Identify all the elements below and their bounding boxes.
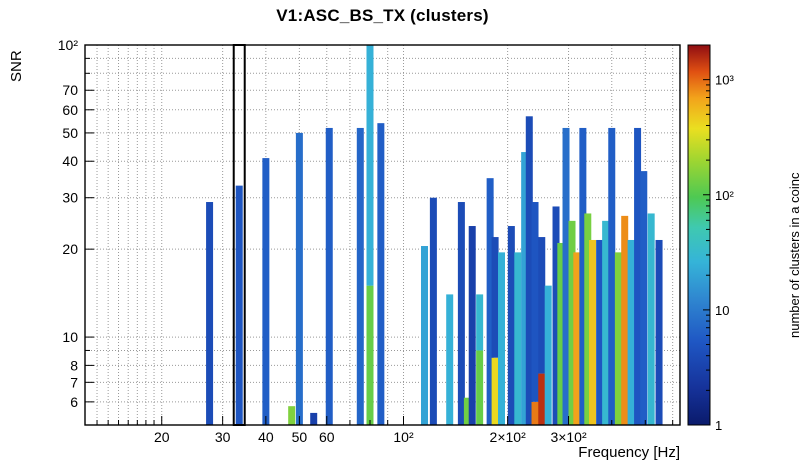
bar-segment: [429, 197, 437, 425]
bar-segment: [377, 123, 385, 425]
bar-segment: [476, 350, 484, 425]
bar-segment: [627, 239, 635, 425]
bar-segment: [206, 202, 214, 425]
y-tick-label: 50: [62, 125, 78, 141]
bar-segment: [621, 215, 629, 425]
bar-segment: [366, 45, 374, 286]
colorbar-frame: [687, 44, 711, 426]
bar-segment: [507, 226, 515, 425]
bar-segment: [235, 185, 243, 425]
y-tick-label: 8: [70, 357, 78, 373]
y-tick-label: 10²: [58, 37, 79, 53]
bar-segment: [579, 127, 587, 426]
bar-segment: [647, 213, 655, 425]
y-tick-label: 70: [62, 82, 78, 98]
colorbar-tick-label: 1: [715, 418, 722, 433]
colorbar-tick-label: 10³: [715, 73, 734, 88]
y-axis-title: SNR: [8, 50, 25, 82]
bar-segment: [521, 152, 529, 425]
plot-frame: [84, 44, 681, 426]
bar-segment: [596, 239, 604, 425]
bar-segment: [310, 412, 318, 425]
bar-segment: [655, 239, 663, 425]
bar-segment: [544, 285, 552, 425]
bar-segment: [573, 252, 581, 425]
y-tick-label: 7: [70, 374, 78, 390]
y-tick-label: 30: [62, 190, 78, 206]
x-tick-label: 10²: [393, 429, 414, 445]
x-tick-label: 3×10²: [550, 429, 587, 445]
bar-segment: [525, 116, 533, 425]
x-axis-title: Frequency [Hz]: [578, 444, 680, 461]
bar-segment: [356, 127, 364, 426]
bar-segment: [640, 171, 648, 425]
bar-segment: [634, 127, 642, 426]
bar-segment: [602, 220, 610, 425]
bar-segment: [614, 252, 622, 425]
bar-segment: [468, 226, 476, 425]
bar-segment: [421, 246, 429, 425]
bar-segment: [366, 285, 374, 425]
bar-segment: [486, 178, 494, 425]
y-tick-label: 20: [62, 241, 78, 257]
colorbar-title: number of clusters in a coinc: [787, 172, 802, 338]
bar-segment: [531, 202, 539, 402]
colorbar: [688, 45, 710, 425]
chart-title: V1:ASC_BS_TX (clusters): [276, 6, 489, 25]
colorbar-tick-label: 10²: [715, 188, 734, 203]
bar-segment: [538, 237, 546, 374]
x-tick-label: 2×10²: [490, 429, 527, 445]
bar-segment: [557, 242, 565, 425]
bar-segment: [568, 220, 576, 425]
bar-segment: [531, 401, 539, 425]
x-tick-label: 20: [154, 429, 170, 445]
bar-segment: [288, 406, 296, 425]
bar-segment: [295, 132, 303, 426]
bar-segment: [538, 373, 546, 425]
bar-segment: [491, 357, 499, 425]
y-tick-label: 6: [70, 394, 78, 410]
bar-segment: [514, 252, 522, 425]
bar-segment: [491, 237, 499, 358]
y-tick-label: 60: [62, 102, 78, 118]
y-tick-label: 10: [62, 329, 78, 345]
bar-segment: [498, 252, 506, 425]
x-tick-label: 60: [319, 429, 335, 445]
bar-segment: [457, 202, 465, 425]
y-tick-label: 40: [62, 153, 78, 169]
x-tick-label: 40: [258, 429, 274, 445]
bar-segment: [262, 158, 270, 425]
bar-segment: [446, 294, 454, 425]
bar-segment: [608, 127, 616, 426]
x-tick-label: 50: [292, 429, 308, 445]
bar-segment: [584, 213, 592, 425]
bar-segment: [552, 206, 560, 425]
bar-segment: [562, 127, 570, 426]
bar-segment: [463, 397, 471, 425]
bar-segment: [589, 239, 597, 425]
bar-segment: [325, 127, 333, 426]
x-tick-label: 30: [215, 429, 231, 445]
bar-segment: [476, 294, 484, 351]
colorbar-tick-label: 10: [715, 303, 729, 318]
